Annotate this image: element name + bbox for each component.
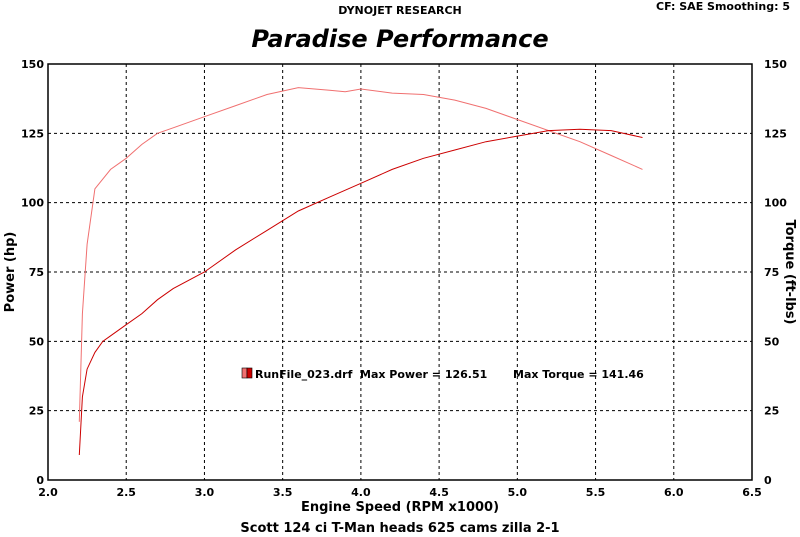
legend-swatch-power <box>246 367 253 379</box>
power-series-line <box>78 128 643 456</box>
y-tick-label: 0 <box>36 474 44 487</box>
y2-tick-label: 100 <box>764 197 787 210</box>
legend-max-torque: Max Torque = 141.46 <box>513 368 644 381</box>
x-tick-label: 5.5 <box>586 486 606 499</box>
plot-frame <box>47 63 753 481</box>
x-tick-label: 3.5 <box>273 486 293 499</box>
torque-series-line <box>78 87 643 422</box>
y-tick-label: 50 <box>29 335 45 348</box>
y2-tick-label: 125 <box>764 127 787 140</box>
x-tick-label: 6.5 <box>742 486 762 499</box>
x-tick-label: 6.0 <box>664 486 684 499</box>
x-tick-label: 2.5 <box>116 486 136 499</box>
legend: RunFile_023.drf Max Power = 126.51 Max T… <box>241 367 644 381</box>
x-tick-label: 4.5 <box>429 486 449 499</box>
y-tick-label: 125 <box>21 127 44 140</box>
y2-tick-label: 75 <box>764 266 779 279</box>
company-header: DYNOJET RESEARCH <box>338 4 461 17</box>
x-tick-label: 5.0 <box>508 486 528 499</box>
y-tick-label: 100 <box>21 197 44 210</box>
y2-tick-label: 150 <box>764 58 787 71</box>
y-tick-label: 25 <box>29 405 44 418</box>
legend-max-power: Max Power = 126.51 <box>360 368 487 381</box>
y2-tick-label: 0 <box>764 474 772 487</box>
x-tick-label: 3.0 <box>195 486 215 499</box>
x-axis-label: Engine Speed (RPM x1000) <box>301 500 499 515</box>
y-axis-label: Power (hp) <box>3 232 18 313</box>
chart-title: Paradise Performance <box>251 25 548 53</box>
y2-tick-label: 25 <box>764 405 779 418</box>
chart-footer: Scott 124 ci T-Man heads 625 cams zilla … <box>240 521 559 536</box>
y2-tick-label: 50 <box>764 335 780 348</box>
grid-lines <box>48 64 752 480</box>
y2-axis-label: Torque (ft-lbs) <box>782 219 797 324</box>
settings-header: CF: SAE Smoothing: 5 <box>656 0 790 13</box>
y-tick-label: 75 <box>29 266 44 279</box>
y2-axis-ticks: 0 25 50 75 100 125 150 <box>764 58 787 487</box>
x-tick-label: 2.0 <box>38 486 58 499</box>
legend-file: RunFile_023.drf <box>255 368 353 381</box>
y-tick-label: 150 <box>21 58 44 71</box>
y-axis-ticks: 0 25 50 75 100 125 150 <box>21 58 44 487</box>
x-axis-ticks: 2.0 2.5 3.0 3.5 4.0 4.5 5.0 5.5 6.0 6.5 <box>38 486 762 499</box>
x-tick-label: 4.0 <box>351 486 371 499</box>
legend-swatch-torque <box>241 367 248 379</box>
